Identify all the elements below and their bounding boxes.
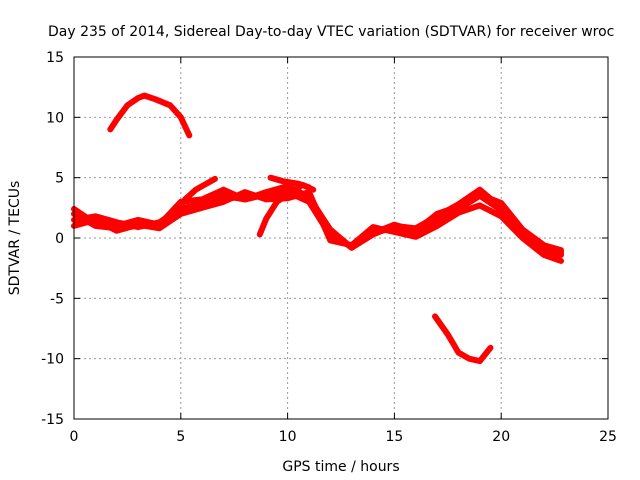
series-line-arc-9 <box>432 313 494 365</box>
x-tick-label: 0 <box>70 429 79 445</box>
plot-frame <box>73 56 609 420</box>
series-line-arc-7 <box>267 174 312 191</box>
x-axis-label: GPS time / hours <box>282 459 399 475</box>
y-tick-label: 5 <box>55 171 64 187</box>
y-tick-label: -15 <box>41 412 64 428</box>
x-tick-label: 10 <box>279 429 297 445</box>
y-tick-label: 0 <box>55 231 64 247</box>
y-tick-label: 10 <box>46 110 64 126</box>
x-tick-label: 25 <box>599 429 617 445</box>
series-line-arc-5 <box>182 175 218 203</box>
y-tick-label: 15 <box>46 50 64 66</box>
chart-title: Day 235 of 2014, Sidereal Day-to-day VTE… <box>48 24 614 40</box>
y-tick-label: -10 <box>41 352 64 368</box>
y-tick-label: -5 <box>50 291 64 307</box>
x-tick-label: 5 <box>176 429 185 445</box>
axis-ticks: 0 5 10 15 20 25 15 10 5 0 -5 -10 -15 <box>41 50 617 445</box>
series-line-arc-4 <box>71 183 564 254</box>
x-tick-label: 15 <box>385 429 403 445</box>
y-axis-label: SDTVAR / TECUs <box>7 181 23 296</box>
series-group <box>71 92 564 365</box>
series-line-arc-8 <box>107 92 193 139</box>
x-tick-label: 20 <box>492 429 510 445</box>
